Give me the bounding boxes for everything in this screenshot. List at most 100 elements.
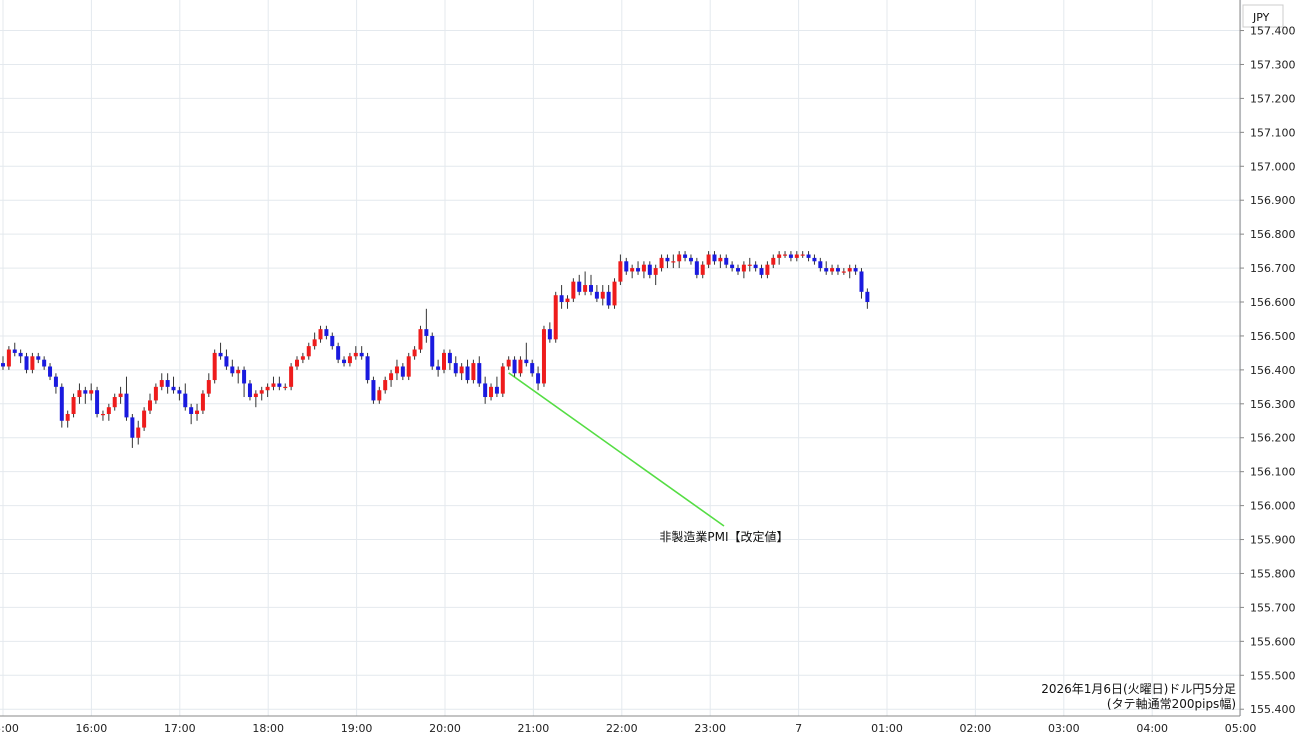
- candle: [12, 342, 17, 357]
- y-tick-label: 157.300: [1250, 58, 1296, 71]
- candle-body: [247, 383, 252, 398]
- candle-body: [471, 363, 476, 381]
- candle: [683, 251, 688, 262]
- candle: [236, 366, 241, 384]
- y-tick-label: 156.400: [1250, 364, 1296, 377]
- candle: [153, 383, 158, 404]
- candle-body: [259, 390, 264, 394]
- candle: [389, 369, 394, 387]
- candle-body: [794, 254, 799, 258]
- candle: [330, 332, 335, 350]
- unit-label: JPY: [1252, 11, 1270, 24]
- candle: [853, 264, 858, 275]
- candle: [342, 356, 347, 367]
- candle-body: [677, 254, 682, 262]
- candle: [365, 352, 370, 384]
- candle: [489, 383, 494, 401]
- candle-body: [771, 257, 776, 265]
- candle: [577, 274, 582, 296]
- candle: [359, 346, 364, 360]
- candle-body: [6, 349, 11, 367]
- candle-body: [612, 281, 617, 306]
- candle-body: [671, 261, 676, 263]
- candle: [95, 386, 100, 418]
- candle: [130, 413, 135, 448]
- candle: [506, 356, 511, 370]
- candle: [747, 257, 752, 272]
- candle: [630, 264, 635, 279]
- candle: [171, 376, 176, 394]
- candle: [124, 376, 129, 421]
- candle: [442, 349, 446, 374]
- candle: [859, 268, 864, 299]
- y-tick-labels: 157.400 157.300 157.200 157.100 157.000 156.9…: [1240, 25, 1296, 716]
- y-tick-label: 156.600: [1250, 296, 1296, 309]
- candle-body: [747, 264, 752, 266]
- candle: [571, 278, 576, 303]
- x-tick-label: 03:00: [1048, 722, 1080, 735]
- y-tick-label: 155.400: [1250, 703, 1296, 716]
- y-tick-label: 157.000: [1250, 160, 1296, 173]
- candle: [265, 383, 270, 398]
- candle-body: [383, 380, 388, 391]
- candle: [583, 271, 588, 296]
- candle-body: [406, 356, 411, 377]
- candle-body: [200, 393, 205, 411]
- annotation-leader-line: [508, 372, 725, 527]
- candle-body: [295, 359, 299, 367]
- candle: [818, 257, 823, 272]
- candle: [430, 332, 435, 370]
- candle: [1, 356, 5, 370]
- candle-body: [494, 386, 499, 394]
- candle-body: [236, 369, 241, 374]
- y-tick-label: 156.500: [1250, 330, 1296, 343]
- candle-body: [159, 380, 164, 387]
- candle-body: [353, 352, 358, 357]
- candle-body: [48, 366, 53, 377]
- candle: [24, 352, 29, 374]
- candle-body: [565, 298, 570, 303]
- candle: [589, 274, 593, 296]
- candle-body: [600, 291, 605, 299]
- candle: [83, 386, 88, 404]
- candle-body: [24, 356, 29, 370]
- y-tick-label: 155.900: [1250, 534, 1296, 547]
- candle-body: [589, 285, 593, 292]
- candle-body: [736, 268, 740, 272]
- candle-body: [618, 261, 623, 282]
- candle-body: [218, 352, 223, 357]
- candle: [100, 410, 105, 421]
- candle: [612, 278, 617, 309]
- candle-body: [741, 264, 746, 272]
- unit-label-box: [1242, 4, 1284, 28]
- candle: [536, 366, 541, 391]
- candle: [148, 393, 152, 414]
- candle: [412, 346, 417, 360]
- candle-body: [683, 254, 688, 258]
- candle: [424, 308, 429, 343]
- candle-body: [653, 268, 658, 275]
- y-tick-label: 156.200: [1250, 432, 1296, 445]
- candle: [541, 325, 546, 387]
- y-tick-label: 155.800: [1250, 567, 1296, 580]
- candle-body: [835, 268, 840, 272]
- candle: [400, 363, 405, 381]
- candle: [741, 261, 746, 279]
- candle: [800, 251, 805, 258]
- candle-body: [465, 366, 470, 381]
- candle: [406, 352, 411, 381]
- candle-body: [142, 410, 147, 428]
- candle: [218, 342, 223, 360]
- x-tick-label: 17:00: [164, 722, 196, 735]
- candle-body: [788, 254, 793, 258]
- candle-body: [342, 359, 347, 364]
- chart-caption-line-2: (タテ軸通常200pips幅): [1107, 696, 1236, 711]
- candle: [383, 376, 388, 394]
- candle: [18, 349, 23, 364]
- candle-body: [559, 295, 564, 303]
- x-tick-label: 21:00: [518, 722, 550, 735]
- candle: [259, 386, 264, 401]
- candle: [606, 285, 611, 309]
